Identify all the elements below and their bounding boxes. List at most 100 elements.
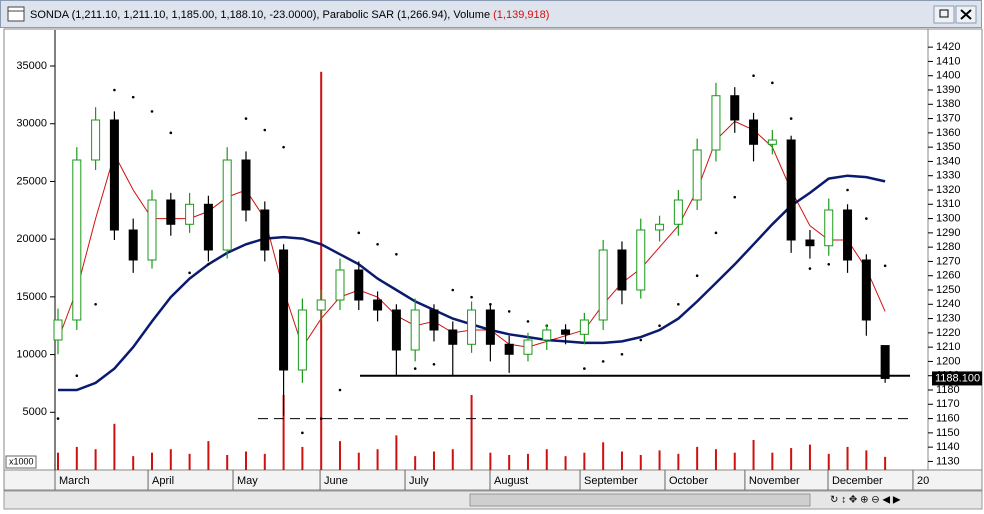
candle-body bbox=[335, 269, 345, 301]
y2-tick-label: 15000 bbox=[16, 291, 47, 303]
sar-dot bbox=[658, 324, 661, 328]
candle-body bbox=[185, 203, 195, 225]
restore-icon bbox=[939, 9, 949, 18]
sar-dot bbox=[150, 110, 154, 113]
volume-bar bbox=[545, 449, 548, 470]
candle-body bbox=[880, 345, 890, 379]
candle-body bbox=[561, 329, 571, 335]
candle-body bbox=[467, 309, 477, 345]
candle-body bbox=[523, 339, 533, 355]
candle-body bbox=[109, 119, 119, 231]
sar-dot bbox=[244, 117, 248, 120]
sar-dot bbox=[207, 262, 210, 266]
candle-body bbox=[730, 95, 740, 121]
volume-bar bbox=[526, 453, 529, 470]
sar-dot bbox=[131, 95, 135, 99]
sar-dot bbox=[601, 360, 605, 363]
candle-body bbox=[316, 299, 326, 311]
scroll-thumb[interactable] bbox=[469, 493, 811, 507]
candle-body bbox=[579, 319, 589, 335]
volume-bar bbox=[57, 452, 60, 470]
plot-area bbox=[3, 28, 929, 471]
y-tick-label: 1250 bbox=[936, 284, 960, 296]
y-tick-label: 1390 bbox=[936, 84, 960, 96]
sar-dot bbox=[470, 295, 473, 299]
sar-dot bbox=[583, 367, 586, 370]
volume-bar bbox=[790, 448, 793, 470]
y-tick-label: 1410 bbox=[936, 55, 960, 67]
sar-dot bbox=[338, 388, 342, 392]
volume-bar bbox=[132, 456, 135, 470]
candle-body bbox=[786, 139, 796, 241]
y-tick-label: 1230 bbox=[936, 312, 960, 324]
volume-bar bbox=[94, 449, 97, 470]
candle-body bbox=[429, 309, 439, 331]
sar-dot bbox=[695, 274, 699, 278]
y-tick-label: 1280 bbox=[936, 241, 960, 253]
candle-body bbox=[617, 249, 627, 291]
y2-tick-label: 30000 bbox=[16, 118, 47, 130]
x-tick-label: April bbox=[152, 475, 174, 487]
y-tick-label: 1300 bbox=[936, 212, 960, 224]
volume-bar bbox=[244, 451, 247, 470]
volume-bar bbox=[188, 453, 191, 470]
y2-tick-label: 35000 bbox=[16, 60, 47, 72]
x-tick-label: June bbox=[324, 475, 348, 487]
candle-body bbox=[128, 229, 138, 261]
candle-body bbox=[53, 319, 63, 341]
y2-tick-label: 10000 bbox=[16, 348, 47, 360]
volume-bar bbox=[451, 449, 454, 470]
volume-unit: x1000 bbox=[9, 456, 34, 466]
y-tick-label: 1240 bbox=[936, 298, 960, 310]
unit-box bbox=[5, 455, 37, 469]
candle-body bbox=[805, 239, 815, 247]
y2-tick-label: 20000 bbox=[16, 233, 47, 245]
sar-dot bbox=[376, 242, 379, 246]
candle-body bbox=[749, 119, 759, 145]
last-price-label: 1188.100 bbox=[935, 372, 980, 384]
sar-dot bbox=[263, 128, 267, 132]
sar-dot bbox=[395, 252, 398, 256]
volume-bar bbox=[282, 394, 285, 470]
y-tick-label: 1380 bbox=[936, 98, 960, 110]
candle-body bbox=[448, 329, 458, 345]
sar-dot bbox=[113, 88, 116, 92]
volume-bar bbox=[395, 435, 398, 470]
y-tick-label: 1150 bbox=[936, 427, 960, 439]
sar-dot bbox=[188, 271, 191, 275]
y-tick-label: 1160 bbox=[936, 412, 960, 424]
candle-body bbox=[636, 229, 646, 291]
volume-bar bbox=[733, 452, 736, 470]
sar-dot bbox=[94, 302, 97, 306]
x-tick-label: November bbox=[749, 475, 800, 487]
volume-bar bbox=[338, 441, 341, 470]
volume-bar bbox=[301, 446, 304, 470]
volume-bar bbox=[320, 71, 323, 470]
restore-button[interactable] bbox=[933, 5, 955, 24]
volume-bar bbox=[414, 456, 417, 470]
volume-bar bbox=[714, 449, 717, 470]
x-tick-label: May bbox=[237, 475, 258, 487]
volume-bar bbox=[658, 450, 661, 470]
volume-bar bbox=[808, 444, 811, 470]
sar-dot bbox=[639, 338, 643, 342]
x-tick-label: August bbox=[494, 475, 528, 487]
volume-bar bbox=[564, 456, 567, 470]
y-tick-label: 1370 bbox=[936, 112, 960, 124]
x-tick-label: July bbox=[409, 475, 429, 487]
sar-dot bbox=[301, 431, 304, 435]
candle-body bbox=[203, 203, 213, 251]
sar-dot bbox=[620, 352, 624, 356]
candle-body bbox=[391, 309, 401, 351]
sar-dot bbox=[714, 231, 718, 235]
volume-bar bbox=[113, 423, 116, 470]
sar-dot bbox=[808, 267, 812, 270]
volume-bar bbox=[432, 451, 435, 470]
sar-dot bbox=[507, 310, 511, 313]
volume-bar bbox=[75, 446, 78, 470]
candle-body bbox=[843, 209, 853, 261]
sar-dot bbox=[883, 264, 887, 268]
sar-dot bbox=[451, 288, 455, 292]
